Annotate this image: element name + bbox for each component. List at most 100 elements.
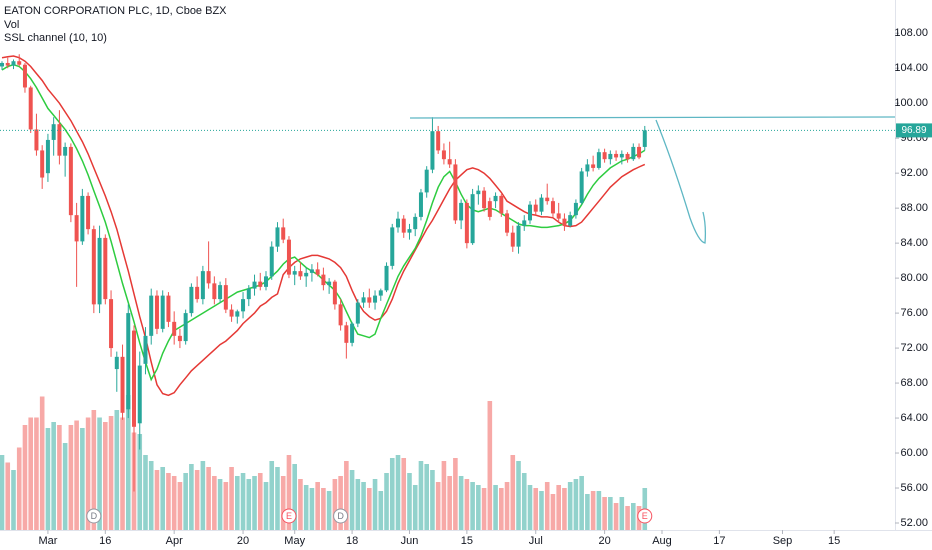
candle-body bbox=[344, 325, 349, 343]
volume-bar bbox=[57, 425, 62, 530]
volume-bar bbox=[470, 482, 475, 530]
candle-body bbox=[602, 152, 607, 160]
candle-body bbox=[350, 323, 355, 343]
volume-bar bbox=[378, 491, 384, 530]
volume-bar bbox=[384, 473, 389, 530]
volume-bar bbox=[143, 455, 148, 530]
candle-body bbox=[338, 304, 343, 326]
volume-bar bbox=[631, 503, 636, 530]
last-price-label: 96.89 bbox=[901, 125, 926, 136]
volume-bar bbox=[510, 455, 516, 530]
volume-bar bbox=[160, 467, 166, 530]
candle-body bbox=[160, 295, 165, 329]
candle-body bbox=[608, 153, 613, 160]
event-marker bbox=[637, 508, 653, 524]
candle-body bbox=[206, 271, 211, 284]
volume-bar bbox=[200, 461, 206, 530]
volume-bar bbox=[533, 488, 539, 530]
candle-body bbox=[407, 229, 412, 233]
candle-body bbox=[126, 313, 131, 410]
y-tick-label: 100.00 bbox=[894, 97, 928, 109]
candle-body bbox=[241, 299, 246, 312]
y-tick-label: 88.00 bbox=[900, 202, 928, 214]
arrow-drawing bbox=[655, 119, 707, 244]
trend-line-drawing bbox=[409, 116, 896, 119]
candle-body bbox=[183, 313, 188, 342]
y-tick-label: 72.00 bbox=[900, 342, 928, 354]
volume-bar bbox=[5, 462, 11, 530]
x-tick-label: 15 bbox=[461, 535, 473, 547]
volume-bar bbox=[309, 488, 315, 530]
candle-body bbox=[17, 61, 22, 65]
candle-body bbox=[596, 152, 601, 168]
candle-body bbox=[396, 218, 401, 228]
volume-bar bbox=[401, 458, 407, 530]
volume-bar bbox=[424, 464, 429, 530]
x-tick-label: 16 bbox=[99, 535, 111, 547]
candle-body bbox=[229, 309, 234, 317]
volume-bar bbox=[22, 425, 28, 530]
volume-bar bbox=[125, 395, 131, 530]
volume-bar bbox=[389, 458, 395, 530]
volume-bar bbox=[252, 476, 257, 530]
x-tick-label: Aug bbox=[652, 535, 672, 547]
candle-body bbox=[45, 139, 50, 174]
candle-body bbox=[292, 271, 297, 275]
volume-bar bbox=[321, 488, 326, 530]
volume-bar bbox=[441, 461, 447, 530]
y-tick-label: 76.00 bbox=[900, 307, 928, 319]
candle-body bbox=[447, 159, 452, 165]
candle-body bbox=[80, 195, 85, 242]
volume-bar bbox=[303, 485, 309, 530]
candle-body bbox=[298, 271, 303, 277]
candle-body bbox=[212, 283, 217, 300]
volume-bar bbox=[280, 476, 286, 530]
event-label: E bbox=[286, 511, 292, 521]
x-tick-label: Apr bbox=[166, 535, 183, 547]
candle-body bbox=[309, 269, 314, 273]
volume-bar bbox=[550, 494, 556, 530]
y-tick-label: 52.00 bbox=[900, 517, 928, 529]
volume-bar bbox=[338, 476, 343, 530]
candle-body bbox=[631, 146, 636, 160]
candle-body bbox=[235, 311, 240, 317]
volume-bar bbox=[412, 485, 418, 530]
volume-bar bbox=[613, 503, 619, 530]
event-marker bbox=[86, 508, 102, 524]
x-tick-label: May bbox=[284, 535, 305, 547]
candle-body bbox=[22, 64, 27, 88]
volume-bar bbox=[344, 461, 349, 530]
volume-bar bbox=[332, 479, 338, 530]
candle-body bbox=[510, 232, 515, 247]
indicator-label: Vol bbox=[4, 19, 19, 31]
volume-bar bbox=[544, 482, 550, 530]
volume-bar bbox=[91, 410, 97, 530]
candle-body bbox=[166, 295, 171, 322]
candle-body bbox=[579, 171, 584, 203]
candle-body bbox=[109, 299, 114, 349]
volume-bar bbox=[114, 410, 120, 530]
volume-bar bbox=[0, 455, 5, 530]
candle-body bbox=[619, 153, 624, 158]
candle-body bbox=[97, 237, 102, 305]
volume-bar bbox=[487, 401, 493, 530]
volume-bar bbox=[579, 476, 584, 530]
volume-bar bbox=[212, 476, 217, 530]
volume-bar bbox=[367, 488, 372, 530]
candle-body bbox=[527, 204, 532, 221]
candle-body bbox=[522, 220, 527, 226]
volume-bar bbox=[326, 491, 332, 530]
volume-bar bbox=[62, 443, 68, 530]
candle-body bbox=[189, 286, 194, 314]
x-tick-label: Mar bbox=[38, 535, 57, 547]
candle-body bbox=[556, 213, 561, 219]
volume-bar bbox=[194, 470, 200, 530]
candle-body bbox=[390, 227, 395, 266]
volume-bar bbox=[435, 482, 441, 530]
volume-bar bbox=[590, 491, 596, 530]
candle-body bbox=[424, 169, 429, 193]
candle-body bbox=[246, 288, 251, 300]
volume-bar bbox=[103, 422, 108, 530]
volume-bar bbox=[11, 470, 16, 530]
